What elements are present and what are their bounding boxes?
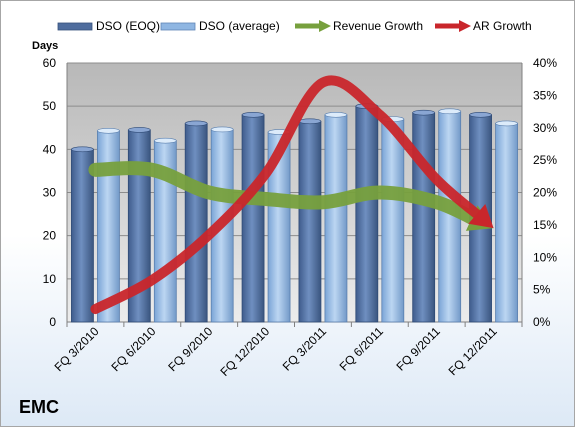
legend-label-dso-average: DSO (average) (199, 19, 280, 33)
bar-top-dso-average (97, 127, 120, 134)
x-tick-label: FQ 6/2010 (108, 324, 158, 374)
y-axis-title: Days (32, 40, 59, 52)
y2-tick-label: 35% (533, 88, 557, 102)
y2-tick-label: 0% (533, 315, 551, 329)
bar-top-dso-eoq (412, 109, 435, 116)
ar-growth-line (90, 75, 489, 315)
bar-dso-eoq (298, 120, 322, 323)
y2-tick-label: 40% (533, 56, 557, 70)
bar-top-dso-eoq (469, 112, 492, 118)
legend-item-dso-eoq: DSO (EOQ) (56, 16, 160, 36)
x-tick-label: FQ 9/2010 (165, 324, 215, 374)
bar-top-dso-eoq (184, 120, 208, 127)
legend-item-revenue-growth: Revenue Growth (293, 16, 423, 36)
y2-tick-label: 25% (533, 153, 557, 167)
y-tick-label: 10 (43, 272, 57, 286)
bar-top-dso-eoq (128, 127, 151, 133)
x-tick-label: FQ 12/2010 (217, 324, 272, 379)
y2-tick-label: 30% (533, 121, 557, 135)
bar-dso-average (97, 130, 120, 323)
bar-top-dso-eoq (298, 118, 322, 125)
y2-tick-label: 5% (533, 283, 551, 297)
legend-item-ar-growth: AR Growth (433, 16, 532, 36)
y-tick-label: 50 (43, 99, 57, 113)
bar-dso-eoq (412, 112, 436, 323)
bar-top-dso-average (495, 120, 518, 127)
bar-dso-eoq (355, 105, 379, 323)
x-tick-label: FQ 6/2011 (337, 324, 387, 374)
bar-dso-eoq (71, 148, 94, 323)
bar-top-dso-average (438, 108, 461, 115)
ar-growth-arrowhead (468, 203, 494, 229)
y-tick-label: 60 (43, 56, 57, 70)
x-tick-label: FQ 3/2011 (280, 324, 330, 374)
company-name: EMC (19, 397, 59, 417)
bar-top-dso-average (154, 137, 177, 144)
legend: DSO (EOQ) DSO (average) Revenue Growth A… (56, 16, 566, 36)
x-tick-label: FQ 3/2010 (52, 324, 102, 374)
x-tick-label: FQ 12/2011 (446, 324, 500, 378)
legend-label-dso-eoq: DSO (EOQ) (96, 19, 161, 33)
y2-tick-label: 10% (533, 250, 557, 264)
y-tick-label: 30 (43, 186, 57, 200)
legend-label-revenue-growth: Revenue Growth (333, 19, 424, 33)
y2-tick-label: 15% (533, 218, 557, 232)
bar-dso-average (381, 118, 405, 323)
bar-dso-average (324, 114, 348, 323)
bar-dso-average (495, 123, 518, 323)
bar-top-dso-eoq (71, 146, 94, 153)
bar-top-dso-eoq (241, 112, 265, 118)
y-tick-label: 20 (43, 229, 57, 243)
x-tick-label: FQ 9/2011 (393, 324, 443, 374)
bar-top-dso-average (210, 126, 234, 133)
y2-tick-label: 20% (533, 186, 557, 200)
y-tick-label: 0 (49, 315, 56, 329)
bar-dso-eoq (241, 114, 265, 323)
revenue-growth-line (88, 161, 488, 230)
y-tick-label: 40 (43, 142, 57, 156)
legend-item-dso-average: DSO (average) (159, 16, 280, 36)
bar-top-dso-average (324, 112, 348, 118)
bar-dso-eoq (184, 123, 208, 323)
legend-label-ar-growth: AR Growth (473, 19, 532, 33)
